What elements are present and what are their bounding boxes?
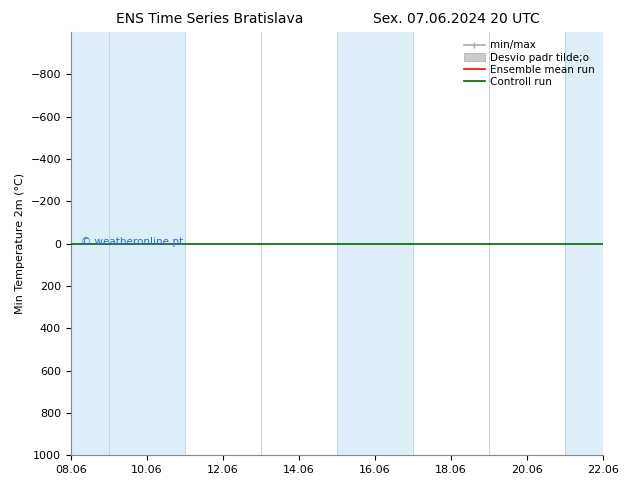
Text: ENS Time Series Bratislava: ENS Time Series Bratislava: [115, 12, 303, 26]
Bar: [109, 32, 185, 455]
Text: © weatheronline.pt: © weatheronline.pt: [81, 237, 184, 246]
Bar: [71, 32, 109, 455]
Legend: min/max, Desvio padr tilde;o, Ensemble mean run, Controll run: min/max, Desvio padr tilde;o, Ensemble m…: [461, 37, 598, 90]
Text: Sex. 07.06.2024 20 UTC: Sex. 07.06.2024 20 UTC: [373, 12, 540, 26]
Bar: [565, 32, 603, 455]
Y-axis label: Min Temperature 2m (°C): Min Temperature 2m (°C): [15, 173, 25, 314]
Bar: [337, 32, 413, 455]
